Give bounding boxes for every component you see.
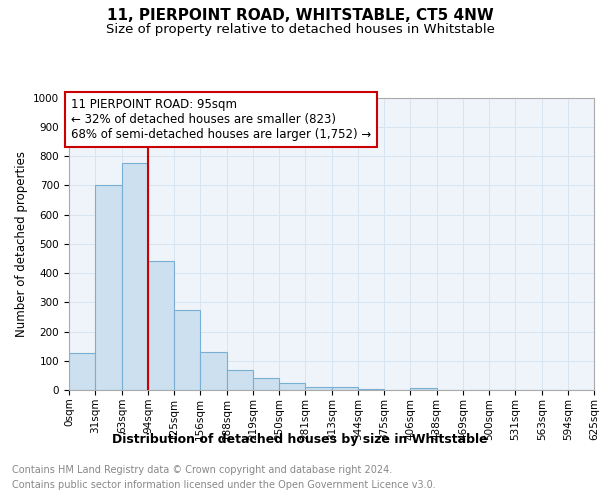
Text: Contains HM Land Registry data © Crown copyright and database right 2024.: Contains HM Land Registry data © Crown c… [12, 465, 392, 475]
Text: Size of property relative to detached houses in Whitstable: Size of property relative to detached ho… [106, 22, 494, 36]
Bar [358, 388, 384, 390]
Bar [122, 164, 148, 390]
Y-axis label: Number of detached properties: Number of detached properties [14, 151, 28, 337]
Bar [305, 387, 332, 390]
Bar [279, 382, 305, 390]
Bar [200, 352, 227, 390]
Bar [174, 310, 200, 390]
Bar [95, 186, 122, 390]
Text: Distribution of detached houses by size in Whitstable: Distribution of detached houses by size … [112, 432, 488, 446]
Bar [227, 370, 253, 390]
Text: 11, PIERPOINT ROAD, WHITSTABLE, CT5 4NW: 11, PIERPOINT ROAD, WHITSTABLE, CT5 4NW [107, 8, 493, 22]
Bar [410, 388, 437, 390]
Bar [148, 262, 174, 390]
Bar [332, 387, 358, 390]
Bar [69, 354, 95, 390]
Bar [253, 378, 279, 390]
Text: 11 PIERPOINT ROAD: 95sqm
← 32% of detached houses are smaller (823)
68% of semi-: 11 PIERPOINT ROAD: 95sqm ← 32% of detach… [71, 98, 371, 141]
Text: Contains public sector information licensed under the Open Government Licence v3: Contains public sector information licen… [12, 480, 436, 490]
